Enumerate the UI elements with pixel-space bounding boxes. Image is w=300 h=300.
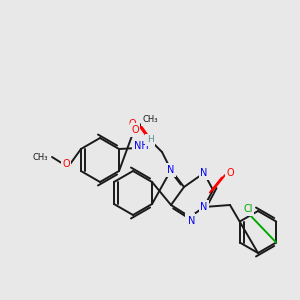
Text: N: N (200, 168, 208, 178)
Text: N: N (167, 165, 175, 175)
Text: O: O (131, 125, 139, 135)
Text: Cl: Cl (243, 204, 253, 214)
Text: N: N (186, 215, 194, 225)
Text: CH₃: CH₃ (142, 116, 158, 124)
Text: O: O (226, 168, 234, 178)
Text: CH₃: CH₃ (32, 152, 48, 161)
Text: H: H (147, 136, 153, 145)
Text: O: O (62, 159, 70, 169)
Text: NH: NH (134, 141, 148, 151)
Text: O: O (128, 119, 136, 129)
Text: N: N (200, 202, 208, 212)
Text: N: N (188, 216, 196, 226)
